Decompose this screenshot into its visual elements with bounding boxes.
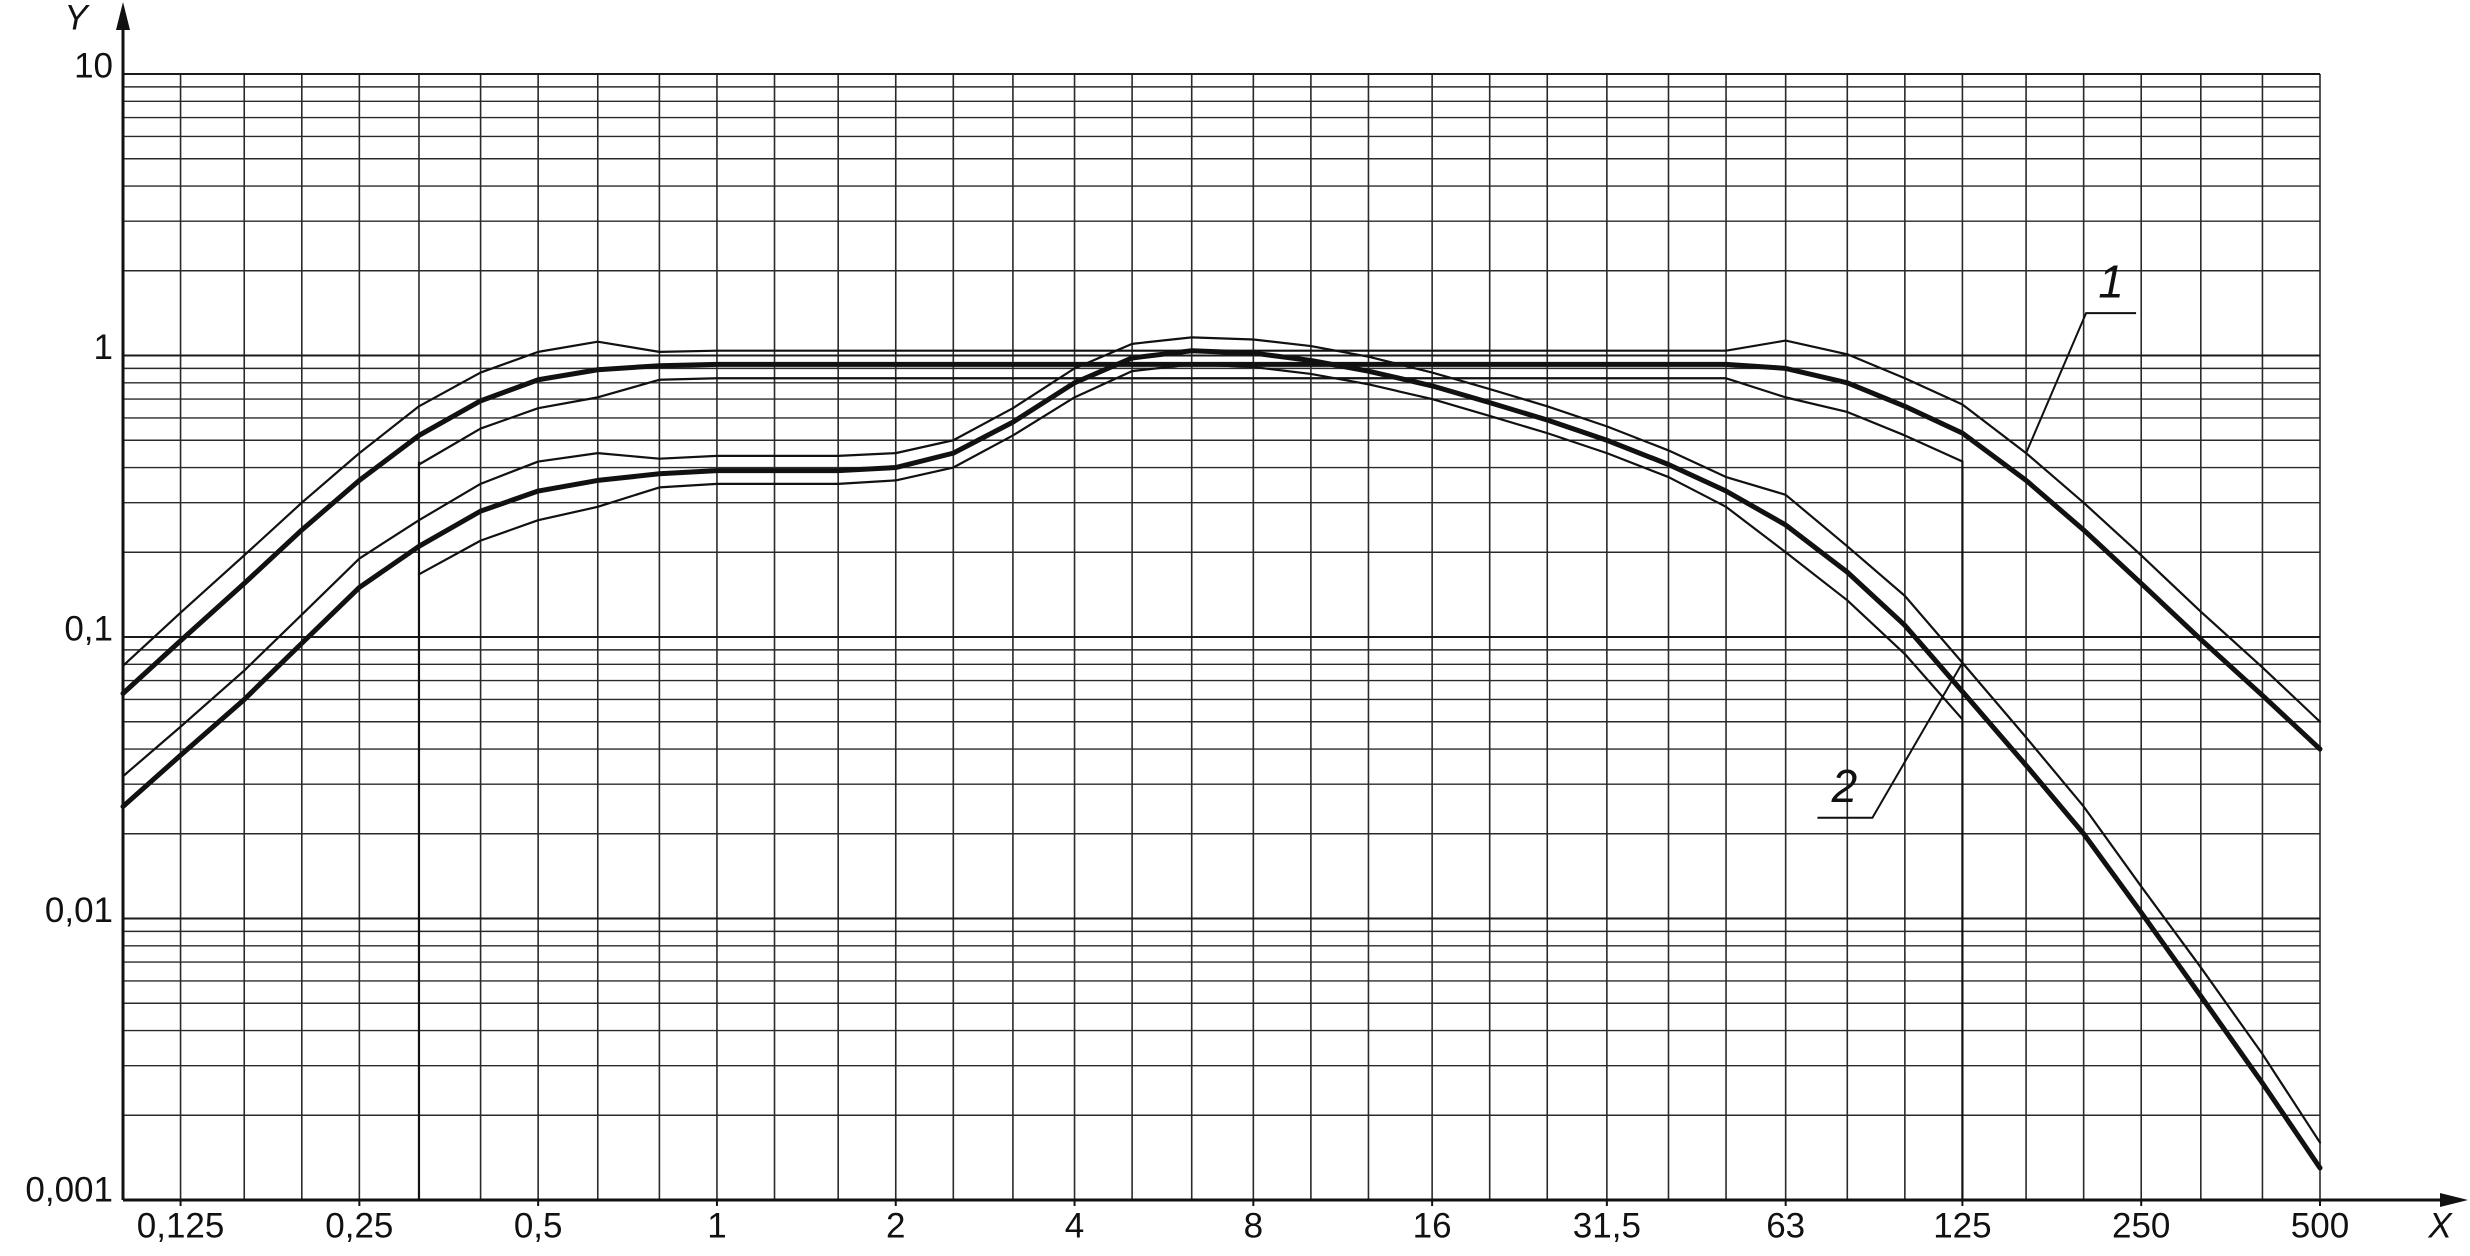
x-tick-label: 1 (707, 1206, 726, 1245)
y-tick-label: 0,1 (64, 609, 113, 648)
y-tick-label: 0,01 (45, 891, 113, 930)
leader-line (1817, 662, 1964, 819)
y-tick-label: 1 (94, 328, 113, 367)
series-label: 2 (1831, 760, 1858, 812)
x-tick-label: 8 (1244, 1206, 1263, 1245)
x-axis-arrow (2440, 1193, 2468, 1207)
x-tick-label: 500 (2291, 1206, 2349, 1245)
x-tick-label: 63 (1766, 1206, 1805, 1245)
x-tick-label: 0,5 (514, 1206, 563, 1245)
y-tick-label: 0,001 (25, 1170, 113, 1209)
curve (120, 361, 2323, 752)
x-tick-label: 0,125 (137, 1206, 225, 1245)
x-tick-label: 31,5 (1573, 1206, 1641, 1245)
x-tick-label: 0,25 (325, 1206, 393, 1245)
tolerance-lower (417, 377, 1964, 466)
x-axis-label: X (2427, 1206, 2453, 1245)
x-tick-label: 4 (1065, 1206, 1084, 1245)
x-tick-label: 2 (886, 1206, 905, 1245)
x-tick-label: 16 (1413, 1206, 1452, 1245)
curve (120, 348, 2323, 1171)
y-axis-label: Y (64, 0, 90, 37)
y-axis-arrow (116, 2, 130, 30)
x-tick-label: 125 (1933, 1206, 1991, 1245)
leader-line (2025, 312, 2137, 454)
x-tick-label: 250 (2112, 1206, 2170, 1245)
tolerance-upper (121, 336, 2322, 1144)
tolerance-lower (417, 363, 1964, 721)
y-tick-label: 10 (74, 46, 113, 85)
series-label: 1 (2098, 255, 2124, 307)
